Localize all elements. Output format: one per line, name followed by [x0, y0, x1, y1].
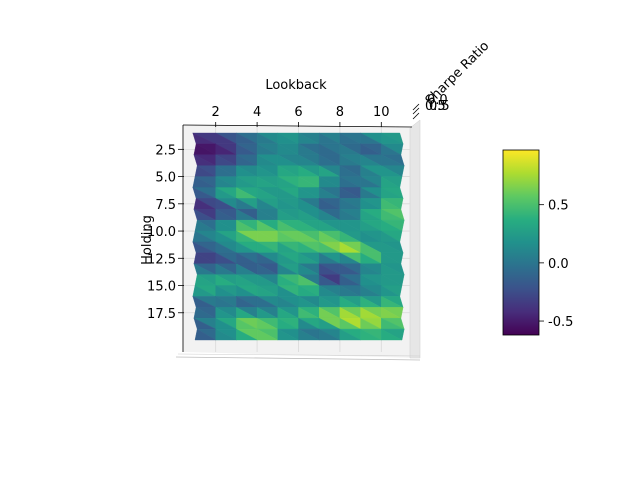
colorbar	[502, 149, 540, 336]
bottom-edge-line	[175, 356, 421, 361]
x-tick-label: 6	[294, 105, 302, 120]
z-tick-label: 0.5	[429, 99, 450, 114]
y-tick-label: 10.0	[147, 225, 176, 240]
x-tick-label: 10	[373, 105, 390, 120]
z-axis: 0.50.00.5	[412, 93, 450, 120]
y-tick-label: 7.5	[155, 198, 176, 213]
colorbar-gradient	[502, 149, 540, 336]
z-tick-label: 0.0	[427, 93, 448, 108]
x-tick-label: 4	[253, 105, 261, 120]
surface-facet	[215, 328, 237, 341]
surface-facet	[298, 328, 320, 341]
surface-facet	[194, 328, 217, 341]
z-tick-label: 0.5	[425, 99, 446, 114]
surface-facet	[360, 328, 382, 341]
y-tick-label: 17.5	[147, 307, 176, 322]
surface-facet	[319, 328, 340, 341]
side-pane	[409, 119, 421, 359]
colorbar-tick-label: -0.5	[548, 315, 573, 330]
z-tick-mark	[412, 107, 420, 115]
surface-plot	[192, 132, 405, 341]
x-axis-label: Lookback	[265, 78, 327, 93]
z-axis-label: Sharpe Ratio	[423, 39, 493, 109]
y-axis-label: Holding	[140, 215, 155, 265]
surface-facet	[236, 328, 258, 341]
colorbar-tick-label: 0.0	[548, 257, 569, 272]
surface-facet	[381, 328, 403, 341]
bottom-edge-line	[177, 353, 421, 357]
y-tick-label: 15.0	[147, 280, 176, 295]
colorbar-tick-label: 0.5	[548, 199, 569, 214]
y-tick-label: 12.5	[147, 252, 176, 267]
surface-facet	[277, 328, 299, 341]
x-axis: 2 4 6 8 10	[182, 105, 413, 128]
x-tick-label: 8	[336, 105, 344, 120]
y-axis: 2.5 5.0 7.5 10.0 12.5 15.0 17.5	[147, 125, 421, 361]
x-tick-label: 2	[212, 105, 220, 120]
surface-facet	[339, 328, 361, 341]
surface-facet	[256, 328, 278, 341]
z-tick-mark	[412, 103, 420, 111]
colorbar-ticks: -0.5 0.0 0.5	[539, 199, 573, 330]
y-tick-label: 5.0	[155, 171, 176, 186]
y-tick-label: 2.5	[155, 143, 176, 158]
x-axis-line	[182, 124, 413, 128]
z-tick-mark	[412, 112, 420, 120]
